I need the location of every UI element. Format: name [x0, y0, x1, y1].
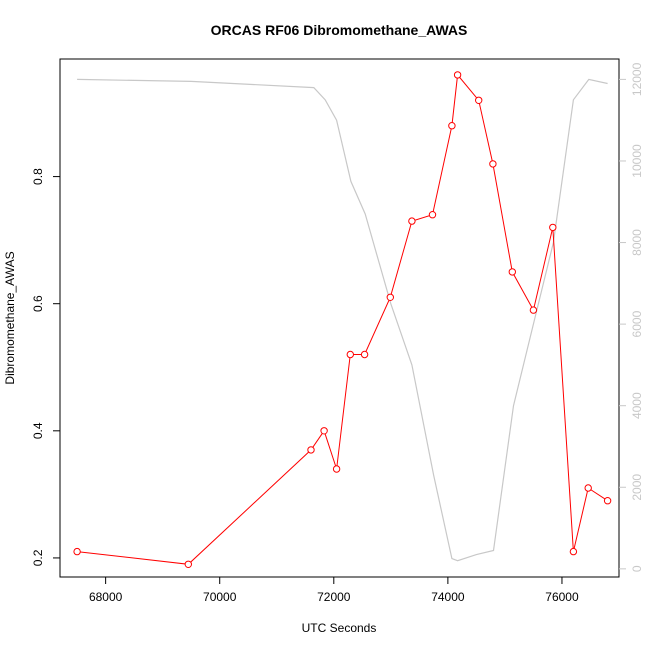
- data-point: [448, 122, 456, 130]
- y-tick-label: 0.8: [31, 168, 45, 185]
- y2-tick-label: 2000: [630, 474, 644, 501]
- data-point: [346, 350, 354, 359]
- data-point: [386, 293, 394, 301]
- y-axis-right: 0 2000 4000 6000 8000 10000 12000: [619, 62, 644, 572]
- x-axis: 68000 70000 72000 74000 76000: [89, 577, 579, 604]
- data-point: [184, 560, 193, 568]
- data-point: [475, 96, 483, 105]
- secondary-series-line: [77, 78, 608, 562]
- data-point: [453, 71, 462, 79]
- x-tick-label: 76000: [545, 590, 579, 604]
- primary-series-layer: [73, 71, 612, 568]
- y-tick-label: 0.6: [31, 295, 45, 312]
- data-point: [569, 547, 578, 556]
- data-point: [529, 306, 538, 314]
- data-point: [508, 268, 516, 276]
- y2-tick-label: 4000: [630, 392, 644, 419]
- y-tick-label: 0.2: [31, 549, 45, 566]
- y-tick-label: 0.4: [31, 422, 45, 439]
- data-point: [428, 211, 437, 219]
- data-point: [549, 223, 557, 232]
- secondary-series-layer: [77, 78, 608, 562]
- y2-tick-label: 12000: [630, 62, 644, 96]
- data-point: [320, 427, 328, 435]
- data-point: [73, 547, 81, 556]
- y2-tick-label: 8000: [630, 229, 644, 256]
- data-point: [307, 446, 315, 454]
- y2-tick-label: 10000: [630, 144, 644, 178]
- y2-tick-label: 0: [630, 565, 644, 572]
- data-point: [584, 484, 592, 492]
- data-point: [408, 217, 416, 225]
- x-tick-label: 70000: [203, 590, 237, 604]
- data-point: [489, 160, 497, 168]
- x-tick-label: 72000: [317, 590, 351, 604]
- chart-title: ORCAS RF06 Dibromomethane_AWAS: [211, 22, 468, 38]
- y-axis-left: 0.2 0.4 0.6 0.8: [31, 168, 60, 566]
- x-tick-label: 68000: [89, 590, 123, 604]
- x-tick-label: 74000: [431, 590, 465, 604]
- data-point: [360, 350, 369, 359]
- y-axis-label: Dibromomethane_AWAS: [3, 251, 17, 384]
- plot-frame: [59, 58, 620, 578]
- data-point: [332, 465, 341, 473]
- y2-tick-label: 6000: [630, 310, 644, 337]
- x-axis-label: UTC Seconds: [302, 621, 377, 635]
- data-point: [603, 497, 612, 505]
- primary-series-line: [77, 73, 608, 565]
